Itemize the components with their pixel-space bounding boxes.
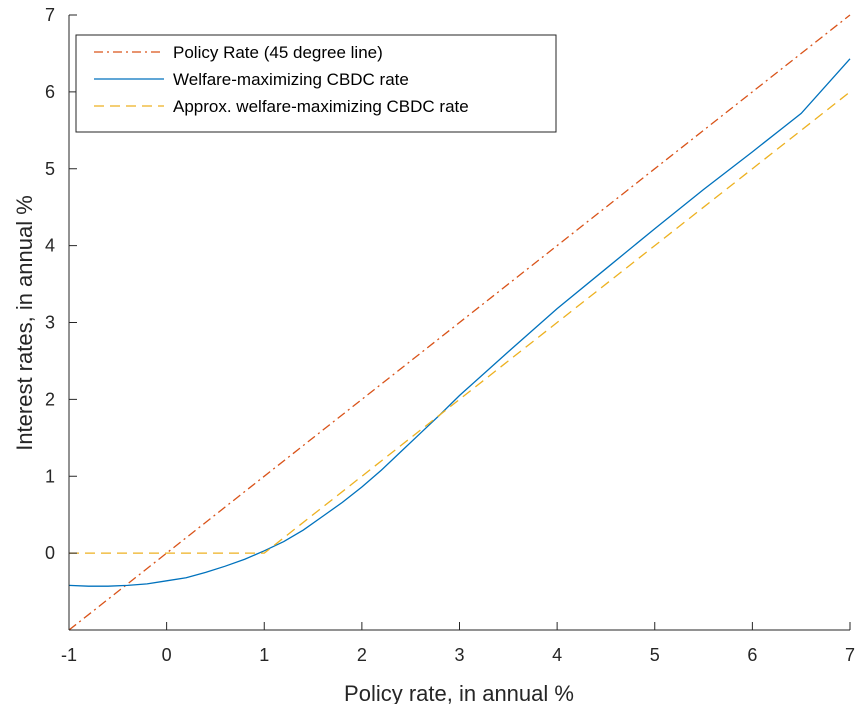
x-tick-label: 7 bbox=[845, 645, 855, 665]
y-tick-labels: 0 1 2 3 4 5 6 7 bbox=[45, 5, 55, 563]
x-tick-label: 4 bbox=[552, 645, 562, 665]
series-line-1 bbox=[68, 14, 851, 631]
series-lines bbox=[68, 14, 851, 631]
x-axis-title: Policy rate, in annual % bbox=[344, 681, 574, 704]
legend-box bbox=[75, 34, 557, 133]
y-tick-label: 5 bbox=[45, 159, 55, 179]
legend: Policy Rate (45 degree line) Welfare-maxi… bbox=[75, 34, 557, 133]
y-tick-label: 0 bbox=[45, 543, 55, 563]
series-line-3 bbox=[69, 91, 851, 554]
y-tick-label: 3 bbox=[45, 313, 55, 333]
legend-label-1: Policy Rate (45 degree line) bbox=[173, 43, 383, 62]
x-tick-label: 5 bbox=[650, 645, 660, 665]
y-tick-label: 2 bbox=[45, 389, 55, 409]
legend-label-3: Approx. welfare-maximizing CBDC rate bbox=[173, 97, 469, 116]
x-tick-label: 1 bbox=[259, 645, 269, 665]
x-tick-labels: -1 0 1 2 3 4 5 6 7 bbox=[61, 645, 855, 665]
y-tick-label: 1 bbox=[45, 466, 55, 486]
axes bbox=[68, 14, 851, 631]
y-tick-label: 4 bbox=[45, 236, 55, 256]
x-tick-label: 3 bbox=[454, 645, 464, 665]
y-tick-label: 6 bbox=[45, 82, 55, 102]
y-tick-label: 7 bbox=[45, 5, 55, 25]
series-line-2 bbox=[68, 58, 851, 587]
x-tick-label: -1 bbox=[61, 645, 77, 665]
x-tick-label: 2 bbox=[357, 645, 367, 665]
legend-label-2: Welfare-maximizing CBDC rate bbox=[173, 70, 409, 89]
y-axis-title: Interest rates, in annual % bbox=[12, 195, 37, 451]
x-tick-label: 6 bbox=[747, 645, 757, 665]
x-tick-label: 0 bbox=[162, 645, 172, 665]
